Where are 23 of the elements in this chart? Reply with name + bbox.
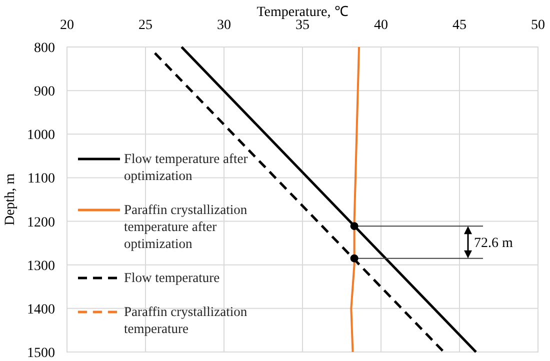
x-axis-title: Temperature, ℃ bbox=[256, 5, 348, 20]
legend-label: Flow temperature after optimization bbox=[124, 151, 248, 183]
y-tick-label: 800 bbox=[34, 41, 55, 56]
y-tick-label: 900 bbox=[34, 84, 55, 100]
annotation: 72.6 m bbox=[474, 236, 513, 252]
x-tick-label: 30 bbox=[217, 18, 231, 33]
y-axis-title: Depth, m bbox=[3, 173, 18, 226]
y-tick-label: 1400 bbox=[27, 302, 55, 318]
x-tick-label: 25 bbox=[138, 18, 152, 33]
x-tick-label: 40 bbox=[374, 18, 388, 33]
y-tick-label: 1100 bbox=[28, 172, 55, 187]
x-tick-label: 50 bbox=[531, 18, 545, 33]
x-tick-label: 45 bbox=[452, 18, 466, 33]
y-tick-label: 1000 bbox=[27, 128, 55, 144]
legend-label: Paraffin crystallization temperature bbox=[124, 304, 248, 336]
legend-label: Flow temperature bbox=[124, 270, 220, 285]
x-tick-label: 35 bbox=[296, 18, 310, 33]
x-tick-label: 20 bbox=[60, 18, 74, 33]
y-tick-label: 1300 bbox=[27, 258, 55, 274]
legend-label: Paraffin crystallization temperature after optimization bbox=[124, 202, 248, 251]
y-tick-label: 1200 bbox=[27, 215, 55, 230]
y-tick-label: 1500 bbox=[27, 346, 55, 361]
line-series bbox=[350, 46, 360, 353]
